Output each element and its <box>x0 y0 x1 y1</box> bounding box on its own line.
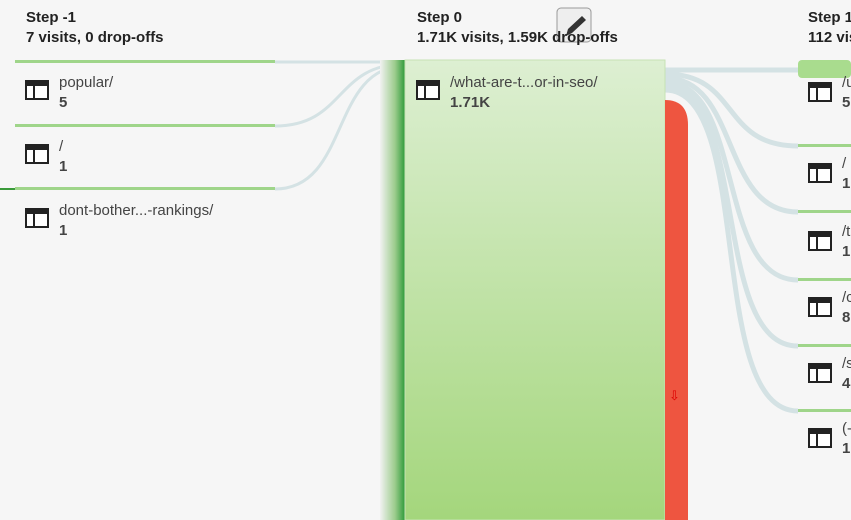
connectors-right <box>664 67 799 414</box>
node-count: 4 <box>842 375 851 392</box>
node-label[interactable]: (- <box>842 420 851 437</box>
node-count: 1 <box>842 175 851 192</box>
node-label[interactable]: /u <box>842 74 851 91</box>
step0-node[interactable] <box>404 59 666 520</box>
step-title: Step 0 <box>417 9 463 26</box>
step1-nodes <box>798 60 851 448</box>
node-label[interactable]: /t <box>842 223 851 240</box>
inflow-strip <box>380 60 405 520</box>
node-label[interactable]: / <box>59 138 64 155</box>
dropoff-arrow[interactable]: ⇩ <box>669 388 680 403</box>
node-count: 1.71K <box>450 94 491 111</box>
node-label[interactable]: /c <box>842 289 851 306</box>
step-minus1-nodes <box>15 60 275 228</box>
node-count: 1 <box>59 222 68 239</box>
step-summary: 112 visits <box>808 29 851 46</box>
node-label[interactable]: /what-are-t...or-in-seo/ <box>450 74 598 91</box>
step-title: Step 1 <box>808 9 851 26</box>
node-label[interactable]: /s <box>842 355 851 372</box>
node-count: 8 <box>842 309 851 326</box>
step-summary: 7 visits, 0 drop-offs <box>26 29 164 46</box>
node-count: 1 <box>842 440 851 457</box>
edit-button[interactable] <box>556 7 592 43</box>
node-count: 5 <box>842 94 851 111</box>
step-title: Step -1 <box>26 9 77 26</box>
node-label[interactable]: popular/ <box>59 74 114 91</box>
node-count: 5 <box>59 94 68 111</box>
node-label[interactable]: / <box>842 155 847 172</box>
node-count: 1 <box>842 243 851 260</box>
node-count: 1 <box>59 158 68 175</box>
node-label[interactable]: dont-bother...-rankings/ <box>59 202 214 219</box>
step-summary: 1.71K visits, 1.59K drop-offs <box>417 29 618 46</box>
dropoff-bar <box>665 100 688 520</box>
